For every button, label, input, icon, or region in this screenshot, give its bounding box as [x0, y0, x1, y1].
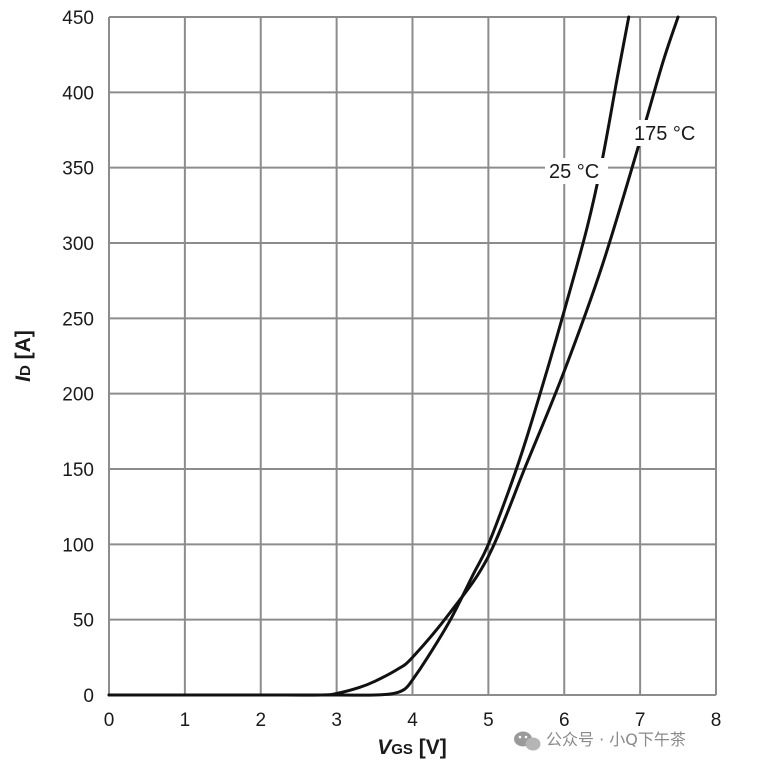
curve-25c — [107, 15, 631, 697]
x-tick-7: 7 — [635, 710, 646, 731]
y-tick-50: 50 — [73, 611, 94, 632]
x-tick-8: 8 — [711, 710, 722, 731]
x-tick-3: 3 — [331, 710, 342, 731]
label-25c: 25 °C — [549, 161, 599, 183]
x-axis-title: VGS [V] — [377, 736, 447, 759]
y-tick-450: 450 — [62, 8, 94, 29]
y-tick-350: 350 — [62, 159, 94, 180]
x-axis-unit: [V] — [413, 736, 447, 759]
y-tick-400: 400 — [62, 83, 94, 104]
y-tick-200: 200 — [62, 385, 94, 406]
x-tick-1: 1 — [180, 710, 191, 731]
y-axis-title: ID [A] — [12, 330, 35, 382]
y-tick-300: 300 — [62, 234, 94, 255]
x-tick-6: 6 — [559, 710, 570, 731]
x-tick-2: 2 — [255, 710, 266, 731]
curves — [107, 15, 680, 697]
label-bg-25c — [545, 158, 608, 184]
curve-175c — [107, 15, 680, 697]
x-axis-symbol: V — [377, 736, 393, 759]
y-axis-symbol: I — [12, 375, 35, 382]
wechat-icon — [514, 731, 541, 751]
y-axis-subscript: D — [17, 365, 34, 376]
y-tick-250: 250 — [62, 309, 94, 330]
x-tick-labels: 0 1 2 3 4 5 6 7 8 — [104, 710, 722, 731]
x-tick-0: 0 — [104, 710, 115, 731]
y-axis-unit: [A] — [12, 330, 35, 365]
y-tick-150: 150 — [62, 460, 94, 481]
label-bg-175c — [631, 120, 705, 146]
label-175c: 175 °C — [634, 123, 695, 145]
y-tick-0: 0 — [83, 686, 94, 707]
x-axis-subscript: GS — [391, 741, 413, 758]
watermark-text: 公众号 · 小Q下午茶 — [546, 730, 686, 749]
watermark: 公众号 · 小Q下午茶 — [514, 730, 686, 751]
grid-lines — [108, 16, 717, 696]
x-tick-5: 5 — [483, 710, 494, 731]
curve-labels: 25 °C 175 °C — [545, 120, 705, 184]
y-tick-labels: 0 50 100 150 200 250 300 350 400 450 — [62, 8, 94, 707]
x-tick-4: 4 — [407, 710, 418, 731]
y-tick-100: 100 — [62, 535, 94, 556]
